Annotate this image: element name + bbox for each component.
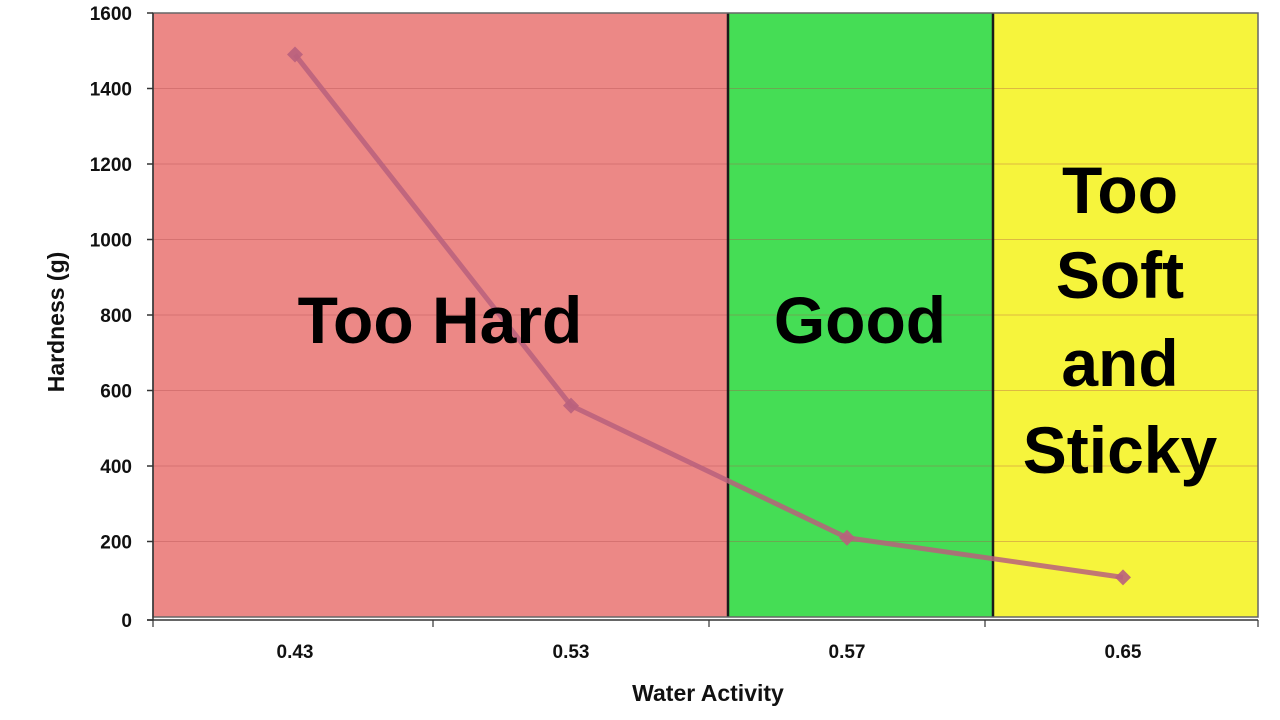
y-tick-label: 1400 <box>90 80 132 101</box>
y-tick-label: 800 <box>100 306 132 327</box>
x-axis-title: Water Activity <box>632 680 784 706</box>
x-tick-label: 0.57 <box>829 642 866 663</box>
y-tick-label: 600 <box>100 382 132 403</box>
data-point <box>839 529 855 546</box>
x-tick-label: 0.43 <box>277 642 314 663</box>
y-tick-label: 0 <box>121 611 132 632</box>
data-point <box>287 46 303 63</box>
zone-too-soft <box>993 13 1258 617</box>
y-tick-label: 1200 <box>90 155 132 176</box>
y-tick-label: 400 <box>100 457 132 478</box>
zone-label: Good <box>774 283 946 357</box>
zone-label: Sticky <box>1023 413 1218 487</box>
x-tick-label: 0.65 <box>1105 642 1142 663</box>
y-tick-label: 200 <box>100 533 132 554</box>
series-line <box>293 52 1124 580</box>
zone-label: Too <box>1062 153 1178 227</box>
zone-good <box>728 13 993 617</box>
x-tick-label: 0.53 <box>553 642 590 663</box>
zone-label: Soft <box>1056 238 1184 312</box>
data-point <box>563 397 579 414</box>
zone-label: Too Hard <box>298 283 583 357</box>
data-point <box>1115 569 1131 586</box>
y-tick-label: 1600 <box>90 4 132 25</box>
zone-too-hard <box>153 13 728 617</box>
zone-label: and <box>1061 326 1178 400</box>
y-tick-label: 1000 <box>90 231 132 252</box>
y-axis-title: Hardness (g) <box>43 252 69 393</box>
